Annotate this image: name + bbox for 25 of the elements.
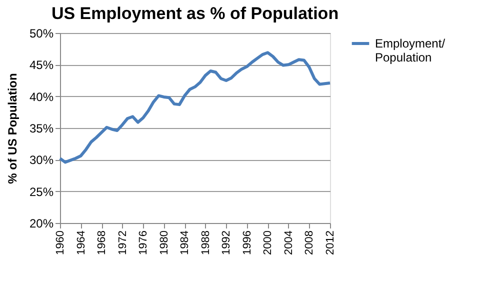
y-tick-label: 35%	[29, 122, 54, 136]
x-tick-label: 1992	[220, 230, 233, 255]
y-tick-label: 30%	[29, 153, 54, 168]
x-tick-label: 1984	[179, 230, 192, 255]
line-series	[58, 51, 332, 164]
y-tick-label: 20%	[29, 216, 54, 230]
x-tick-label: 1960	[54, 230, 66, 255]
y-tick-label: 45%	[29, 58, 54, 72]
y-tick-label: 40%	[29, 90, 54, 104]
x-tick-label: 1976	[138, 230, 150, 255]
x-tick-label: 2000	[262, 230, 274, 255]
x-tick-label: 1996	[241, 230, 254, 255]
y-tick-label: 25%	[29, 184, 54, 199]
y-axis-title: % of US Population	[5, 73, 20, 184]
x-tick-label: 1988	[200, 230, 212, 255]
x-tick-label: 2008	[304, 230, 316, 255]
x-tick-label: 2012	[324, 230, 336, 255]
x-tick-label: 2004	[282, 230, 295, 255]
x-tick-label: 1968	[96, 230, 108, 255]
x-tick-label: 1964	[75, 230, 88, 255]
legend-label: Employment/ Population	[375, 36, 446, 64]
x-tick-label: 1972	[116, 230, 129, 255]
x-tick-label: 1980	[158, 230, 170, 255]
y-tick-label: 50%	[29, 26, 54, 40]
chart-title: US Employment as % of Population	[51, 4, 339, 23]
